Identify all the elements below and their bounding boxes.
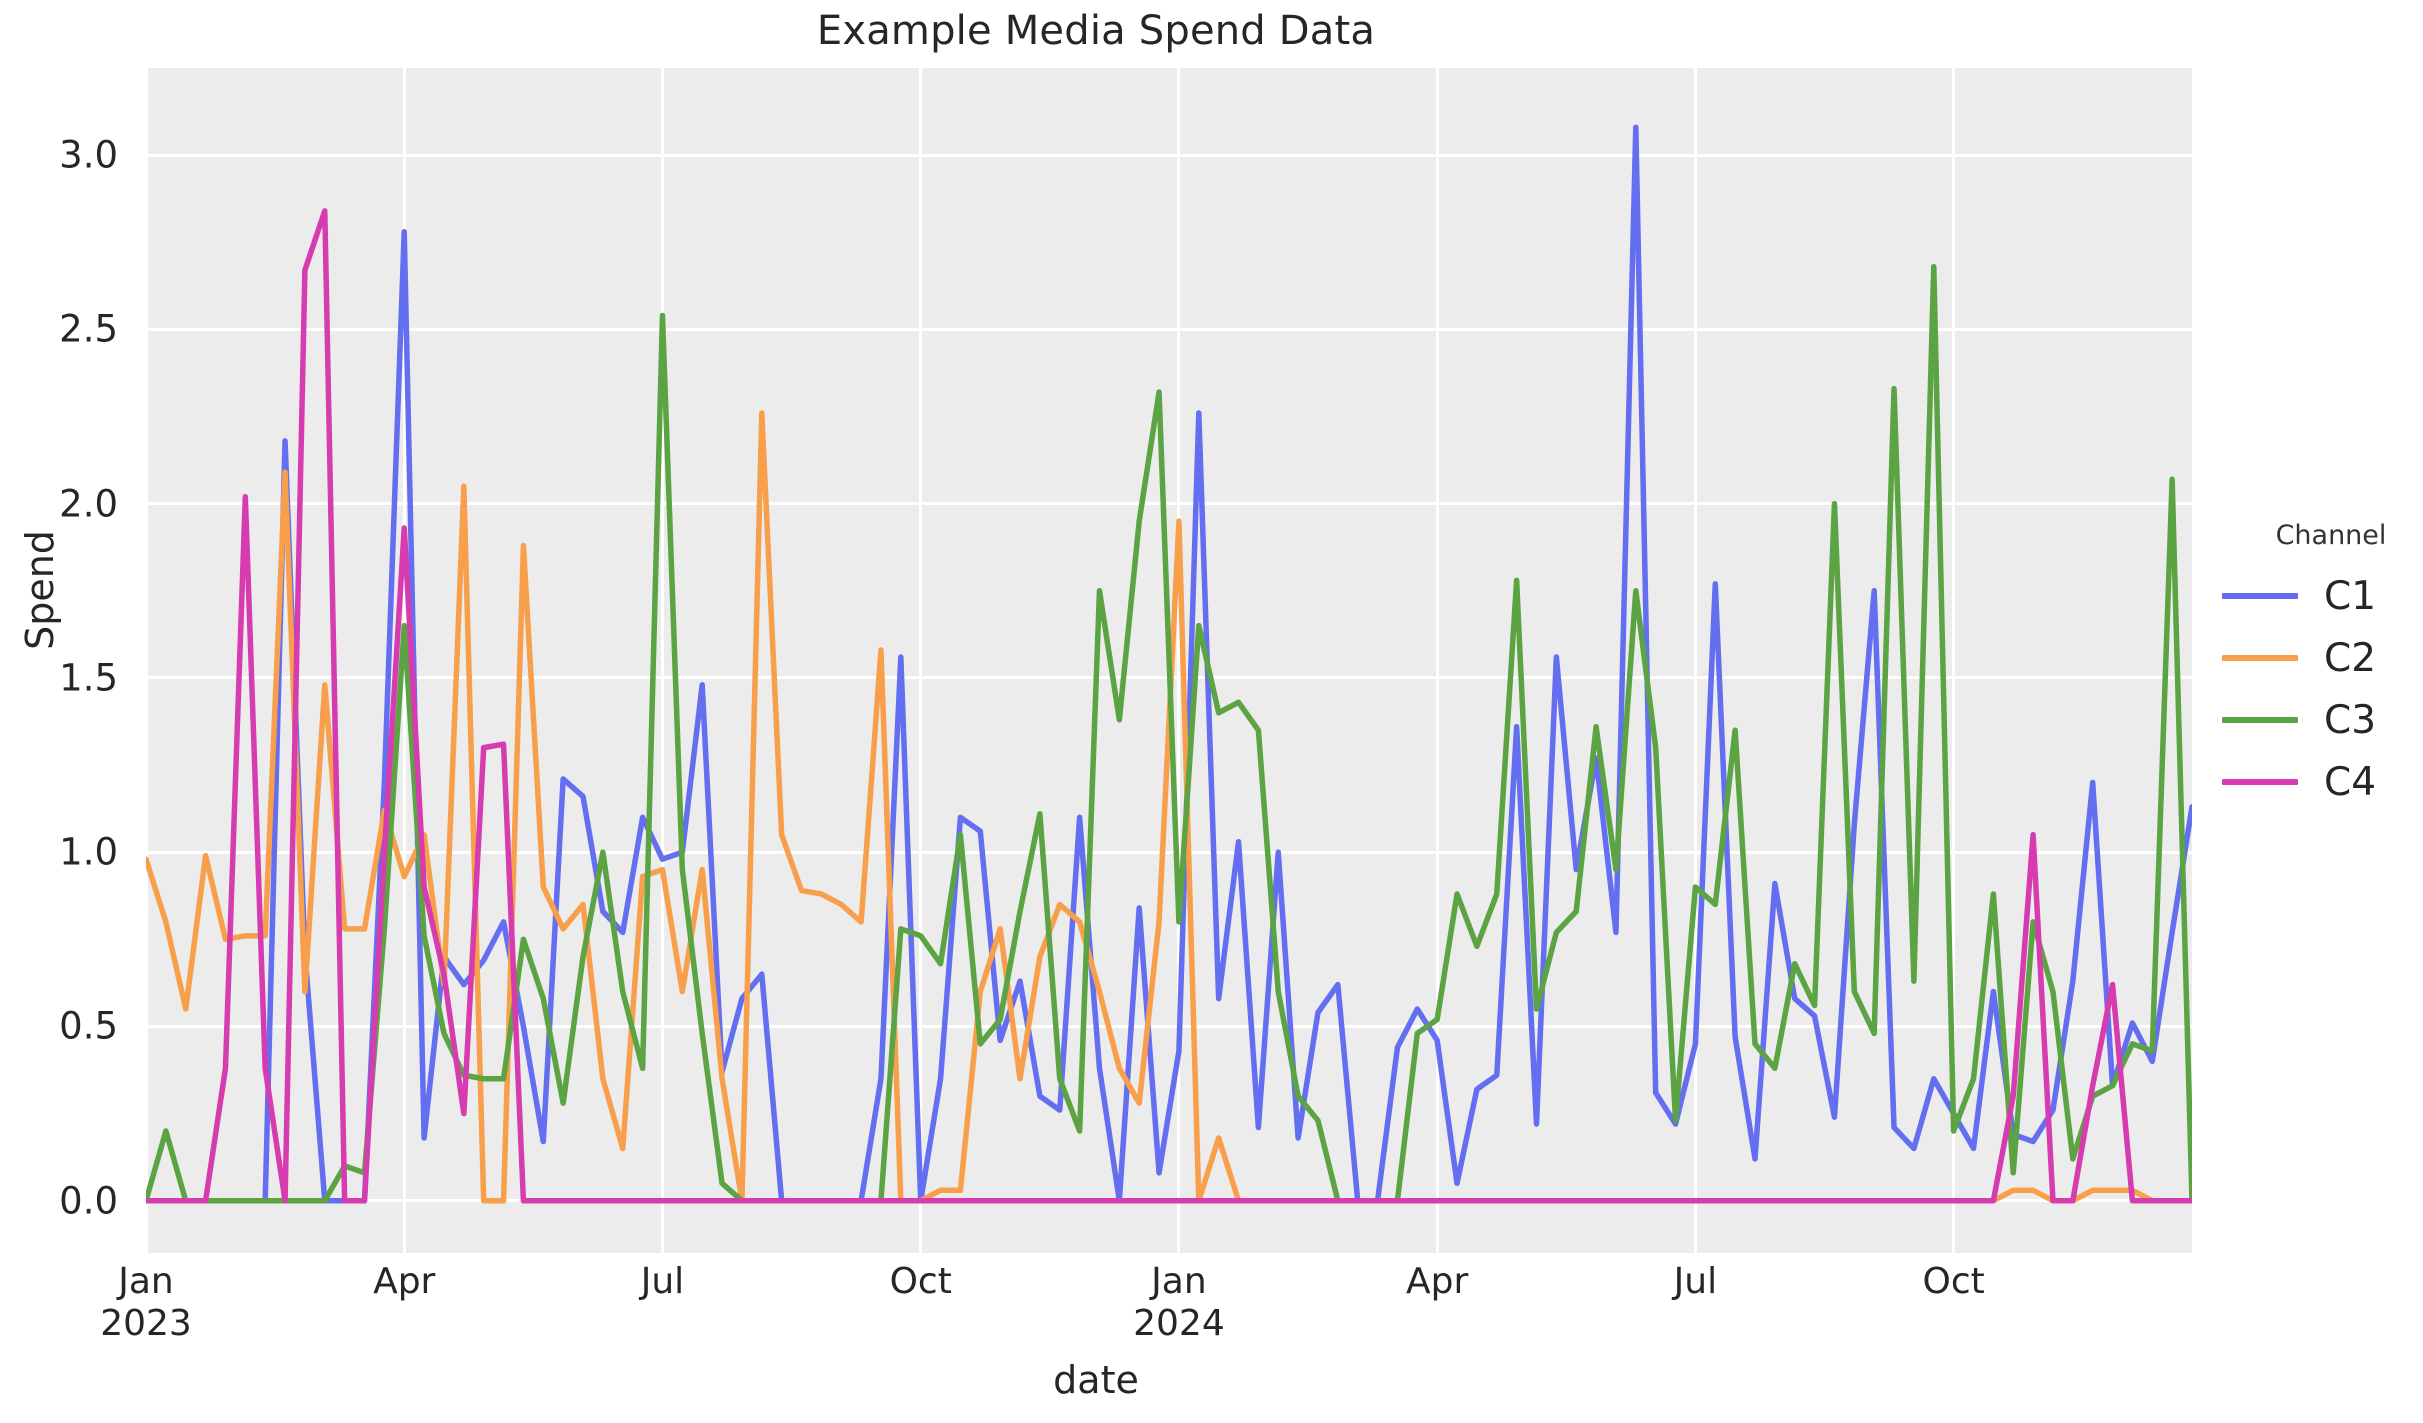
gridline-vertical [146,68,148,1253]
gridline-vertical [1952,68,1956,1253]
x-tick-label: Jul [1674,1261,1717,1303]
x-tick-label: Jan 2024 [1133,1261,1225,1345]
x-axis: Jan 2023 Apr Jul Oct Jan 2024 Apr Jul Oct [100,1253,2192,1363]
x-tick-month: Apr [1406,1261,1469,1302]
x-axis-title: date [1053,1358,1139,1402]
gridline-horizontal [146,327,2192,331]
x-tick-label: Apr [1406,1261,1468,1303]
x-tick-label: Oct [890,1261,952,1303]
legend-item-label: C1 [2324,573,2377,619]
legend-swatch-icon [2222,655,2298,661]
gridline-vertical [1693,68,1697,1253]
legend-item-label: C3 [2324,697,2377,743]
gridline-horizontal [146,1024,2192,1028]
x-tick-label: Jan 2023 [100,1261,192,1345]
x-tick-month: Oct [1922,1261,1985,1302]
legend-items: C1 C2 C3 C4 [2222,565,2422,813]
y-tick-label: 3.0 [59,133,118,177]
series-line-c4 [146,208,2192,1204]
y-tick-label: 1.0 [59,830,118,874]
legend-item-label: C2 [2324,635,2377,681]
x-tick-label: Oct [1923,1261,1985,1303]
page-title: Example Media Spend Data [816,8,1376,54]
y-axis: 0.0 0.5 1.0 1.5 2.0 2.5 3.0 [0,68,132,1253]
x-tick-month: Jul [1673,1261,1718,1302]
plot-area [146,68,2192,1253]
x-tick-month: Jan [118,1261,174,1302]
legend-item-c1[interactable]: C1 [2222,565,2422,627]
x-tick-label: Jul [641,1261,684,1303]
x-tick-month: Jan [1151,1261,1207,1302]
gridline-vertical [1177,68,1181,1253]
gridline-vertical [919,68,923,1253]
y-tick-label: 0.5 [59,1004,118,1048]
legend: Channel C1 C2 C3 C4 [2222,520,2422,813]
y-axis-title: Spend [18,530,62,650]
series-lines [146,124,2192,1204]
x-tick-month: Jul [640,1261,685,1302]
x-tick-label: Apr [373,1261,435,1303]
gridline-vertical [660,68,664,1253]
legend-item-label: C4 [2324,759,2377,805]
y-tick-label: 1.5 [59,656,118,700]
gridline-horizontal [146,850,2192,854]
x-tick-month: Apr [373,1261,436,1302]
y-tick-label: 0.0 [59,1179,118,1223]
legend-swatch-icon [2222,593,2298,599]
legend-item-c4[interactable]: C4 [2222,751,2422,813]
legend-swatch-icon [2222,717,2298,723]
y-tick-label: 2.5 [59,307,118,351]
gridline-horizontal [146,502,2192,506]
x-tick-year: 2023 [100,1302,192,1344]
legend-item-c3[interactable]: C3 [2222,689,2422,751]
series-line-c2 [146,410,2192,1204]
legend-swatch-icon [2222,779,2298,785]
gridline-vertical [1435,68,1439,1253]
series-line-c3 [146,263,2192,1204]
x-tick-month: Oct [889,1261,952,1302]
legend-title: Channel [2275,520,2387,551]
gridline-horizontal [146,153,2192,157]
x-tick-year: 2024 [1133,1302,1225,1344]
y-tick-label: 2.0 [59,482,118,526]
legend-item-c2[interactable]: C2 [2222,627,2422,689]
